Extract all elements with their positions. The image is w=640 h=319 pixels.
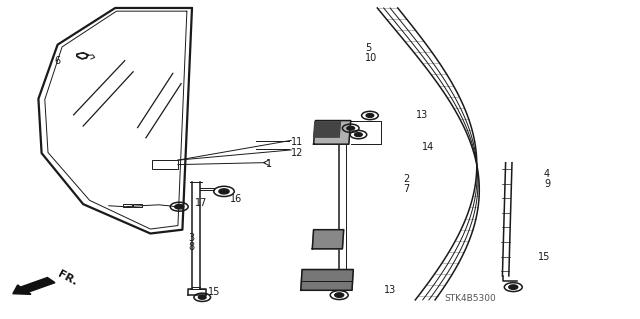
Text: 13: 13 [384, 285, 396, 295]
Text: 6: 6 [54, 56, 61, 66]
Text: 13: 13 [416, 110, 428, 120]
Text: 12: 12 [291, 148, 303, 158]
Bar [152, 160, 178, 169]
Text: STK4B5300: STK4B5300 [445, 294, 497, 303]
Circle shape [219, 189, 229, 194]
Text: 3: 3 [189, 233, 195, 243]
FancyArrow shape [13, 278, 55, 294]
Text: 15: 15 [538, 252, 550, 262]
Text: 15: 15 [208, 287, 220, 297]
Text: 10: 10 [365, 53, 377, 63]
Text: 11: 11 [291, 137, 303, 147]
Text: 8: 8 [189, 242, 195, 252]
Text: 4: 4 [544, 169, 550, 179]
Text: 9: 9 [544, 179, 550, 189]
Circle shape [347, 126, 355, 130]
Text: FR.: FR. [56, 269, 79, 287]
Polygon shape [301, 270, 353, 290]
Bar [123, 204, 132, 207]
Text: 2: 2 [403, 174, 410, 184]
Bar [133, 204, 142, 207]
Polygon shape [314, 122, 340, 137]
Text: 16: 16 [230, 194, 243, 204]
Text: 17: 17 [195, 197, 207, 208]
Text: 5: 5 [365, 43, 371, 53]
Text: 1: 1 [266, 159, 272, 169]
Text: 7: 7 [403, 184, 410, 194]
Polygon shape [312, 230, 344, 249]
Polygon shape [314, 121, 351, 144]
Text: 14: 14 [422, 142, 435, 152]
Circle shape [366, 114, 374, 117]
Circle shape [175, 204, 184, 209]
Circle shape [509, 285, 518, 289]
Circle shape [335, 293, 344, 297]
Circle shape [198, 295, 206, 299]
Circle shape [355, 133, 362, 137]
